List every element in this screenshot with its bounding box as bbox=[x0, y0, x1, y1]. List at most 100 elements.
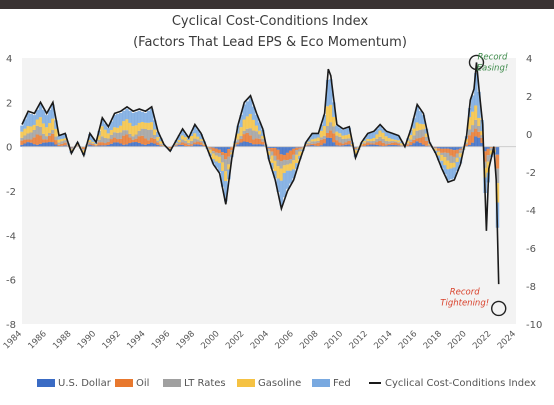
stack-bar-oil bbox=[115, 139, 120, 143]
stack-bar-us-dollar bbox=[257, 144, 262, 147]
stack-bar-gasoline bbox=[270, 155, 274, 163]
legend-label: Gasoline bbox=[258, 378, 301, 389]
stack-bar-oil bbox=[316, 142, 321, 147]
stack-bar-gasoline bbox=[190, 136, 194, 141]
stack-bar-oil bbox=[54, 140, 58, 145]
stack-bar-us-dollar bbox=[480, 142, 484, 147]
stack-bar-fed bbox=[248, 98, 253, 114]
stack-bar-gasoline bbox=[88, 140, 92, 143]
stack-bar-oil bbox=[384, 144, 389, 146]
stack-bar-lt-rates bbox=[239, 135, 243, 139]
stack-bar-fed bbox=[310, 134, 314, 140]
x-tick-label: 1996 bbox=[150, 329, 172, 351]
stack-bar-oil bbox=[82, 147, 86, 150]
stack-bar-us-dollar bbox=[273, 146, 277, 148]
stack-bar-gasoline bbox=[406, 140, 410, 144]
stack-bar-lt-rates bbox=[137, 130, 142, 137]
stack-bar-oil bbox=[220, 152, 225, 156]
stack-bar-oil bbox=[26, 139, 30, 143]
stack-bar-fed bbox=[51, 104, 55, 119]
stack-bar-gasoline bbox=[32, 124, 37, 130]
stack-bar-lt-rates bbox=[446, 152, 450, 161]
stack-bar-oil bbox=[41, 139, 46, 143]
stack-bar-us-dollar bbox=[103, 145, 108, 147]
stack-bar-lt-rates bbox=[217, 152, 222, 157]
stack-bar-us-dollar bbox=[140, 144, 145, 147]
stack-bar-oil bbox=[63, 142, 67, 146]
stack-bar-us-dollar bbox=[298, 146, 302, 148]
legend-swatch bbox=[163, 379, 181, 387]
stack-bar-oil bbox=[406, 144, 410, 147]
stack-bar-fed bbox=[220, 170, 225, 187]
stack-bar-lt-rates bbox=[143, 128, 148, 139]
stack-bar-us-dollar bbox=[137, 142, 142, 147]
stack-bar-gasoline bbox=[239, 127, 243, 136]
stack-bar-lt-rates bbox=[415, 130, 419, 139]
stack-bar-oil bbox=[180, 142, 185, 145]
stack-bar-gasoline bbox=[458, 153, 463, 158]
stack-bar-fed bbox=[227, 169, 231, 180]
stack-bar-fed bbox=[245, 101, 250, 117]
stack-bar-us-dollar bbox=[128, 143, 132, 147]
stack-bar-lt-rates bbox=[329, 122, 333, 131]
stack-bar-oil bbox=[288, 150, 293, 159]
stack-bar-lt-rates bbox=[384, 141, 389, 145]
stack-bar-lt-rates bbox=[23, 135, 27, 140]
stack-bar-us-dollar bbox=[369, 144, 373, 147]
stack-bar-oil bbox=[304, 145, 308, 147]
stack-bar-gasoline bbox=[60, 138, 64, 142]
stack-bar-oil bbox=[134, 138, 138, 143]
stack-bar-oil bbox=[236, 142, 240, 145]
stack-bar-oil bbox=[242, 134, 247, 142]
stack-bar-gasoline bbox=[409, 134, 413, 140]
legend-label: Fed bbox=[333, 378, 351, 389]
stack-bar-gasoline bbox=[288, 163, 293, 171]
stack-bar-fed bbox=[106, 127, 111, 134]
stack-bar-fed bbox=[477, 91, 481, 118]
stack-bar-oil bbox=[193, 142, 197, 145]
stack-bar-oil bbox=[353, 147, 358, 149]
stack-bar-gasoline bbox=[236, 133, 240, 140]
stack-bar-gasoline bbox=[366, 138, 370, 141]
chart-subtitle: (Factors That Lead EPS & Eco Momentum) bbox=[133, 35, 407, 50]
stack-bar-oil bbox=[276, 149, 281, 160]
legend-label: Oil bbox=[136, 378, 149, 389]
legend-swatch bbox=[237, 379, 255, 387]
stack-bar-oil bbox=[159, 144, 163, 146]
stack-bar-us-dollar bbox=[248, 142, 253, 147]
stack-bar-fed bbox=[32, 115, 37, 125]
right-tick-label: -4 bbox=[526, 206, 536, 217]
stack-bar-us-dollar bbox=[375, 144, 379, 147]
stack-bar-us-dollar bbox=[424, 145, 429, 147]
stack-bar-gasoline bbox=[100, 126, 105, 137]
stack-bar-lt-rates bbox=[119, 132, 123, 139]
stack-bar-gasoline bbox=[23, 128, 27, 136]
stack-bar-gasoline bbox=[325, 106, 330, 127]
stack-bar-gasoline bbox=[35, 119, 40, 126]
stack-bar-gasoline bbox=[186, 140, 191, 143]
stack-bar-gasoline bbox=[415, 122, 419, 131]
stack-bar-oil bbox=[467, 135, 472, 146]
stack-bar-oil bbox=[449, 149, 453, 156]
stack-bar-lt-rates bbox=[347, 138, 352, 142]
stack-bar-lt-rates bbox=[177, 142, 182, 145]
stack-bar-oil bbox=[412, 139, 416, 144]
stack-bar-lt-rates bbox=[486, 155, 490, 162]
stack-bar-gasoline bbox=[159, 141, 163, 144]
stack-bar-lt-rates bbox=[125, 130, 129, 135]
stack-bar-fed bbox=[224, 181, 228, 202]
annotation-text: Easing! bbox=[477, 63, 509, 73]
stack-bar-fed bbox=[180, 129, 185, 136]
stack-bar-lt-rates bbox=[316, 140, 321, 143]
stack-bar-us-dollar bbox=[474, 136, 478, 147]
stack-bar-lt-rates bbox=[251, 130, 256, 140]
stack-bar-us-dollar bbox=[26, 142, 30, 147]
plot-area bbox=[22, 58, 516, 324]
x-tick-label: 2000 bbox=[199, 329, 221, 351]
stack-bar-us-dollar bbox=[307, 145, 311, 147]
stack-bar-us-dollar bbox=[353, 146, 358, 148]
stack-bar-gasoline bbox=[91, 141, 95, 144]
stack-bar-fed bbox=[347, 127, 352, 135]
stack-bar-lt-rates bbox=[338, 136, 342, 143]
stack-bar-lt-rates bbox=[186, 142, 191, 145]
